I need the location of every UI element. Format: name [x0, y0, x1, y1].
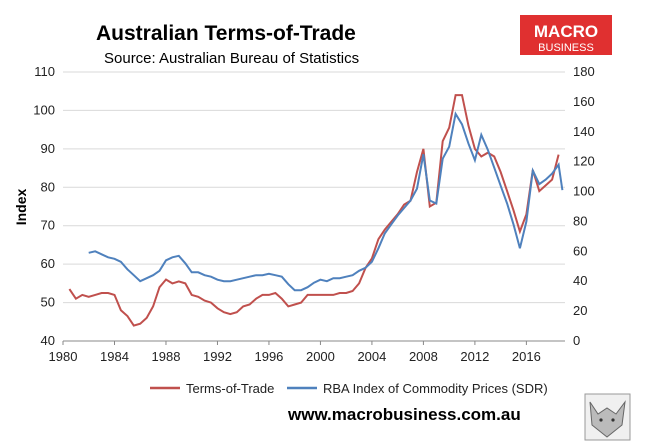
left-tick-label: 40 [41, 333, 55, 348]
left-tick-label: 100 [33, 102, 55, 117]
left-tick-label: 60 [41, 256, 55, 271]
x-tick-label: 2012 [460, 349, 489, 364]
logo-line2: BUSINESS [538, 42, 594, 54]
right-tick-label: 180 [573, 64, 595, 79]
left-tick-label: 80 [41, 179, 55, 194]
x-tick-label: 1992 [203, 349, 232, 364]
right-tick-label: 40 [573, 273, 587, 288]
left-tick-label: 70 [41, 218, 55, 233]
right-tick-label: 120 [573, 154, 595, 169]
x-tick-label: 2008 [409, 349, 438, 364]
right-tick-label: 0 [573, 333, 580, 348]
y-axis-label: Index [13, 189, 29, 226]
x-axis-ticks: 1980 1984 1988 1992 1996 2000 2004 2008 2012 2016 [49, 341, 541, 364]
macrobusiness-logo: MACRO BUSINESS [520, 15, 612, 55]
x-tick-label: 2000 [306, 349, 335, 364]
x-tick-label: 1984 [100, 349, 129, 364]
right-tick-label: 140 [573, 124, 595, 139]
right-tick-label: 160 [573, 94, 595, 109]
legend-label-terms-of-trade: Terms-of-Trade [186, 381, 274, 396]
right-tick-label: 20 [573, 303, 587, 318]
wolf-icon [584, 393, 631, 441]
series-line-rba-index [88, 111, 564, 292]
left-tick-label: 50 [41, 295, 55, 310]
right-tick-label: 100 [573, 184, 595, 199]
logo-line1: MACRO [534, 22, 598, 41]
x-tick-label: 1980 [49, 349, 78, 364]
x-tick-label: 1988 [152, 349, 181, 364]
gridlines [63, 71, 565, 304]
x-tick-label: 1996 [254, 349, 283, 364]
footer-url: www.macrobusiness.com.au [287, 405, 521, 424]
chart-title: Australian Terms-of-Trade [96, 22, 356, 45]
x-tick-label: 2004 [357, 349, 386, 364]
left-axis-ticks: 40 50 60 70 80 90 100 110 [33, 64, 55, 348]
right-axis-ticks: 0 20 40 60 80 100 120 140 160 180 [573, 64, 595, 348]
right-tick-label: 80 [573, 213, 587, 228]
x-tick-label: 2016 [512, 349, 541, 364]
legend-label-rba-index: RBA Index of Commodity Prices (SDR) [323, 381, 548, 396]
logo-background [520, 15, 612, 55]
left-tick-label: 90 [41, 141, 55, 156]
chart-subtitle: Source: Australian Bureau of Statistics [104, 50, 359, 67]
left-tick-label: 110 [34, 64, 55, 79]
legend: Terms-of-Trade RBA Index of Commodity Pr… [150, 381, 548, 396]
right-tick-label: 60 [573, 243, 587, 258]
series-line-terms-of-trade [68, 94, 560, 327]
